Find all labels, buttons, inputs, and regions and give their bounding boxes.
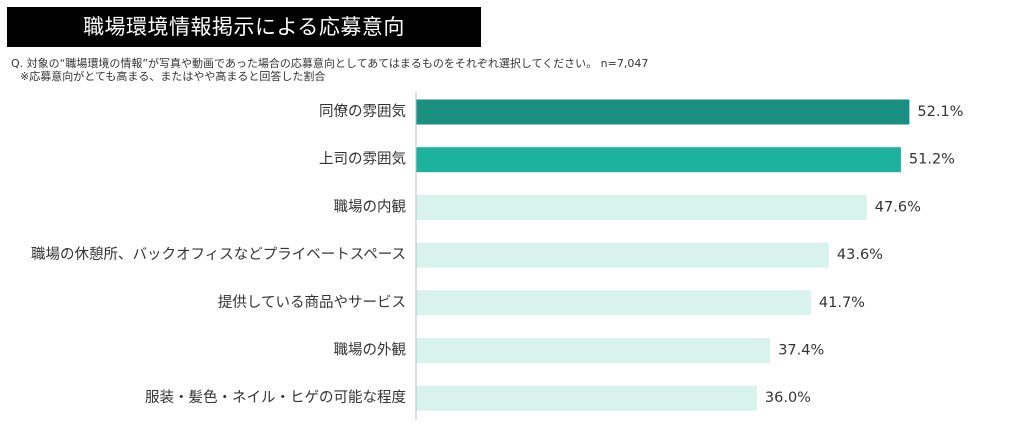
value-label-2: 47.6% [875, 199, 921, 215]
survey-question: Q. 対象の“職場環境の情報”が写真や動画であった場合の応募意向としてあてはまる… [11, 57, 649, 70]
bar-6 [416, 385, 757, 411]
value-label-4: 41.7% [819, 295, 865, 311]
bar-4 [416, 290, 811, 316]
category-label-0: 同僚の雰囲気 [319, 103, 406, 120]
bar-5 [416, 338, 771, 363]
value-label-6: 36.0% [765, 390, 811, 406]
bars-layer: 同僚の雰囲気 52.1% 上司の雰囲気 51.2% 職場の内観 47.6% 職場の休憩所、バ… [31, 99, 963, 411]
value-label-5: 37.4% [778, 343, 824, 359]
bar-3 [416, 242, 829, 268]
category-label-1: 上司の雰囲気 [319, 151, 406, 168]
category-label-6: 服装・髪色・ネイル・ヒゲの可能な程度 [145, 389, 406, 406]
value-label-0: 52.1% [917, 104, 963, 120]
survey-note: ※応募意向がとても高まる、またはやや高まると回答した割合 [20, 70, 326, 83]
bar-0 [416, 99, 910, 125]
category-label-2: 職場の内観 [334, 198, 407, 215]
category-label-4: 提供している商品やサービス [218, 294, 406, 311]
value-label-1: 51.2% [909, 152, 955, 168]
category-label-3: 職場の休憩所、バックオフィスなどプライベートスペース [31, 246, 406, 263]
category-label-5: 職場の外観 [334, 342, 407, 359]
bar-1 [416, 147, 901, 173]
bar-2 [416, 194, 867, 220]
chart-title: 職場環境情報掲示による応募意向 [7, 7, 481, 47]
value-label-3: 43.6% [837, 247, 883, 263]
